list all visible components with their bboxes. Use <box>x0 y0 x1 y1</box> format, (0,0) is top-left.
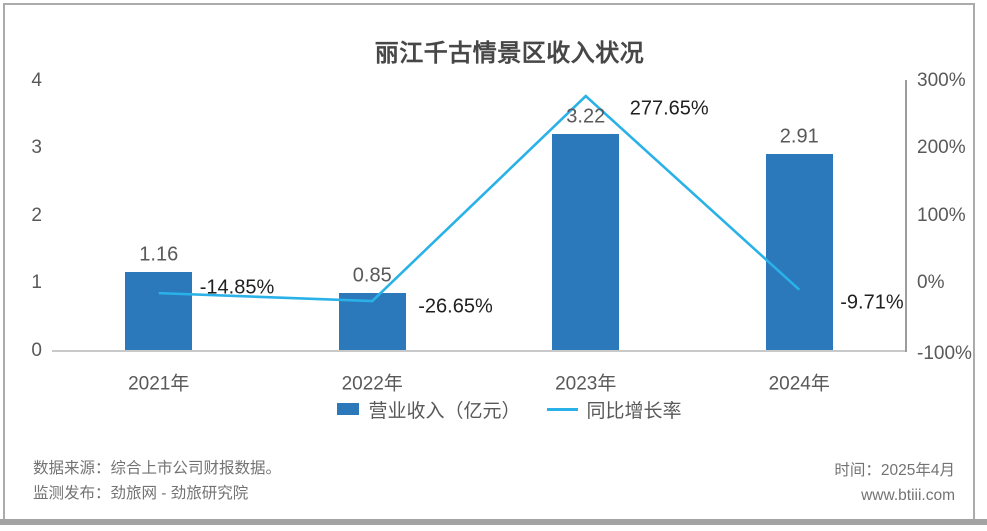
growth-value-label: -26.65% <box>418 295 493 318</box>
growth-value-label: 277.65% <box>629 97 709 120</box>
y-axis-tick-right: 100% <box>917 204 966 226</box>
right-axis-line <box>905 80 907 352</box>
legend-item-growth: 同比增长率 <box>546 396 682 423</box>
y-axis-tick-left: 4 <box>31 70 42 91</box>
growth-line-swatch-icon <box>546 407 578 411</box>
publisher-text: 监测发布：劲旅网 - 劲旅研究院 <box>33 485 249 502</box>
legend-label-revenue: 营业收入（亿元） <box>368 400 521 422</box>
x-axis-label: 2023年 <box>555 373 617 395</box>
growth-value-label: -9.71% <box>840 291 904 314</box>
bar-value-label: 0.85 <box>352 264 392 287</box>
revenue-bar <box>338 293 406 351</box>
legend-item-revenue: 营业收入（亿元） <box>337 396 521 423</box>
bar-value-label: 1.16 <box>139 243 179 266</box>
data-source-text: 数据来源：综合上市公司财报数据。 <box>33 460 282 477</box>
y-axis-tick-left: 0 <box>31 339 42 361</box>
footer-meta-block: 时间：2025年4月 www.btiii.com <box>834 458 955 508</box>
revenue-bar <box>125 272 193 351</box>
legend: 营业收入（亿元） 同比增长率 <box>32 396 987 423</box>
y-axis-tick-left: 3 <box>31 137 42 159</box>
x-axis-label: 2024年 <box>768 373 830 395</box>
y-axis-tick-right: 200% <box>917 137 966 159</box>
bar-value-label: 2.91 <box>779 125 819 148</box>
x-axis-label: 2022年 <box>341 373 403 395</box>
revenue-bar <box>552 133 620 351</box>
y-axis-tick-right: 0% <box>917 272 945 294</box>
bottom-accent-bar <box>0 519 987 525</box>
chart-title: 丽江千古情景区收入状况 <box>374 40 645 67</box>
revenue-bar <box>765 154 833 351</box>
legend-label-growth: 同比增长率 <box>586 400 682 422</box>
x-axis-label: 2021年 <box>128 373 190 395</box>
footer-source-block: 数据来源：综合上市公司财报数据。 监测发布：劲旅网 - 劲旅研究院 <box>33 456 281 506</box>
revenue-swatch-icon <box>337 403 360 415</box>
time-text: 时间：2025年4月 <box>834 462 955 479</box>
growth-value-label: -14.85% <box>199 276 275 299</box>
category-axis-line <box>52 350 906 352</box>
y-axis-tick-right: -100% <box>917 342 972 364</box>
y-axis-tick-left: 1 <box>31 272 42 294</box>
card-border <box>3 3 975 521</box>
bar-value-label: 3.22 <box>566 105 606 128</box>
y-axis-tick-right: 300% <box>917 70 966 91</box>
y-axis-tick-left: 2 <box>31 204 42 226</box>
website-text: www.btiii.com <box>861 487 955 504</box>
